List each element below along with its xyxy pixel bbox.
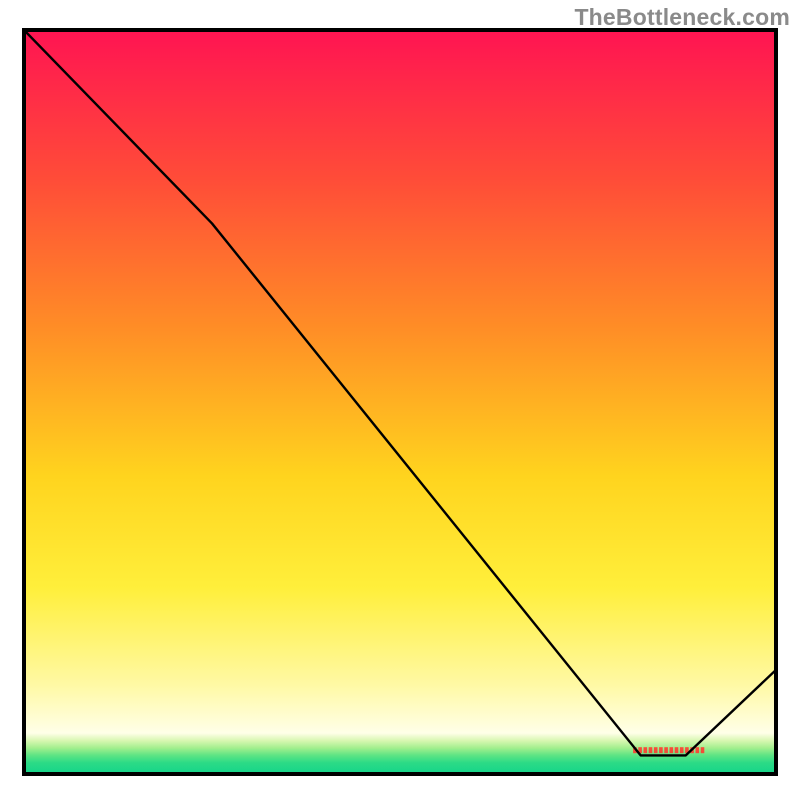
plot-background (24, 30, 776, 774)
watermark-label: TheBottleneck.com (574, 4, 790, 31)
bottleneck-chart (0, 0, 800, 800)
chart-frame: TheBottleneck.com (0, 0, 800, 800)
